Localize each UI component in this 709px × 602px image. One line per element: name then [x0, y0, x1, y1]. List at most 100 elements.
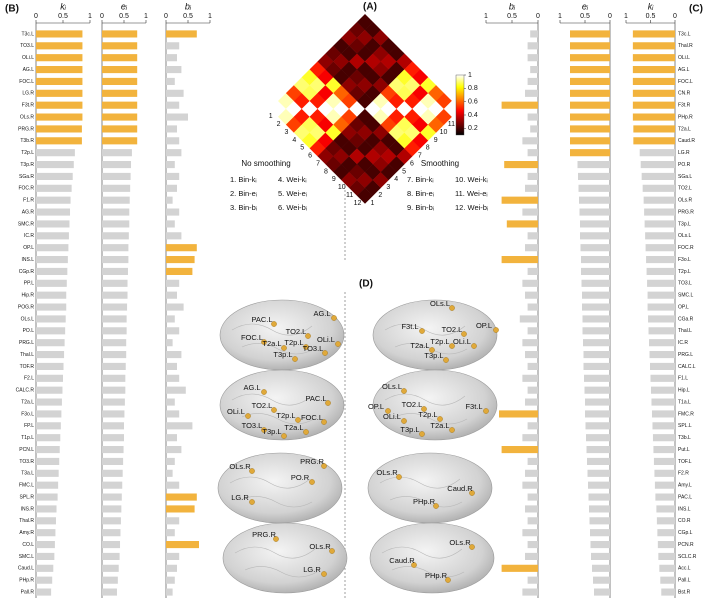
bar: [166, 267, 193, 275]
region-label: T3p.L: [273, 350, 292, 359]
bar: [590, 529, 610, 537]
bar: [36, 42, 83, 50]
region-node: [281, 433, 287, 439]
bar: [570, 101, 610, 109]
category-label: Pall.R: [21, 589, 35, 595]
x-tick-label: 0.5: [183, 13, 193, 20]
bar: [633, 125, 675, 133]
bar: [584, 374, 610, 382]
bar: [632, 66, 675, 74]
bar: [586, 446, 610, 454]
panel-label: (B): [5, 4, 19, 15]
region-node: [321, 463, 327, 469]
category-label: Caud.R: [678, 138, 695, 144]
row-label: 7: [418, 153, 422, 160]
category-label: FMC.L: [19, 483, 34, 489]
bar: [36, 208, 71, 216]
bar: [589, 517, 610, 525]
region-node: [249, 499, 255, 505]
category-label: Amy.R: [19, 530, 34, 536]
brain: [219, 369, 345, 441]
category-label: PHp.R: [19, 578, 34, 584]
region-label: PHp.R: [425, 571, 448, 580]
bar: [166, 327, 180, 335]
bar: [632, 101, 675, 109]
region-label: TO2.L: [252, 401, 273, 410]
bar: [102, 125, 138, 133]
bar: [36, 374, 63, 382]
category-label: LG.R: [22, 91, 34, 97]
bar: [586, 434, 610, 442]
region-label: OP.L: [476, 321, 492, 330]
bar: [501, 446, 538, 454]
region-node: [401, 418, 407, 424]
bar: [102, 244, 129, 252]
region-label: LG.R: [231, 493, 249, 502]
brain: [369, 522, 495, 594]
row-label: 6: [410, 160, 414, 167]
bar: [657, 529, 675, 537]
bar: [525, 291, 538, 299]
category-label: TO3.L: [20, 43, 34, 49]
bar: [582, 315, 610, 323]
column-label: 6: [308, 153, 312, 160]
bar: [653, 446, 675, 454]
bar: [166, 481, 180, 489]
axis-title: eᵢ: [121, 1, 128, 11]
region-node: [271, 321, 277, 327]
bar: [36, 149, 75, 157]
region-label: F3t.L: [401, 322, 418, 331]
region-label: OLs.R: [449, 538, 471, 547]
category-label: F3t.R: [678, 103, 691, 109]
bar: [102, 77, 138, 85]
bar: [36, 529, 56, 537]
bar: [587, 457, 610, 465]
bar: [36, 232, 69, 240]
bar: [36, 410, 62, 418]
bar: [632, 89, 675, 97]
bar: [522, 481, 538, 489]
legend-item: 6. Wei-bᵢ: [278, 203, 307, 212]
category-label: F2.L: [24, 376, 34, 382]
category-label: T1a.L: [678, 399, 691, 405]
region-label: OLs.L: [382, 382, 402, 391]
bar: [166, 101, 180, 109]
x-tick-label: 1: [144, 13, 148, 20]
category-label: F2.R: [678, 471, 689, 477]
bar: [166, 457, 175, 465]
bar: [166, 279, 180, 287]
bar: [102, 386, 126, 394]
bar: [166, 220, 175, 228]
bar: [522, 529, 538, 537]
category-label: Thal.L: [678, 328, 692, 334]
category-label: PO.R: [678, 162, 691, 168]
region-node: [419, 328, 425, 334]
bar: [166, 493, 197, 501]
bar: [581, 267, 610, 275]
bar: [102, 303, 128, 311]
bar: [102, 149, 132, 157]
category-label: SMC.R: [18, 221, 35, 227]
bar: [644, 220, 675, 228]
bar: [36, 256, 68, 264]
bar: [632, 113, 675, 121]
bar: [102, 291, 128, 299]
region-label: T2p.L: [276, 411, 295, 420]
bar: [527, 113, 538, 121]
bar: [646, 267, 675, 275]
bar: [166, 564, 177, 572]
bar: [645, 232, 675, 240]
bar: [581, 279, 610, 287]
legend-item: 2. Bin-eᵢ: [230, 189, 257, 198]
region-label: AG.L: [243, 383, 260, 392]
column-label: 2: [277, 121, 281, 128]
bar: [166, 517, 180, 525]
bar: [166, 398, 175, 406]
bar: [527, 267, 538, 275]
bar: [102, 410, 125, 418]
bar: [527, 172, 538, 180]
column-label: 9: [332, 176, 336, 183]
bar: [647, 291, 675, 299]
bar: [166, 374, 180, 382]
category-label: AG.L: [678, 67, 690, 73]
